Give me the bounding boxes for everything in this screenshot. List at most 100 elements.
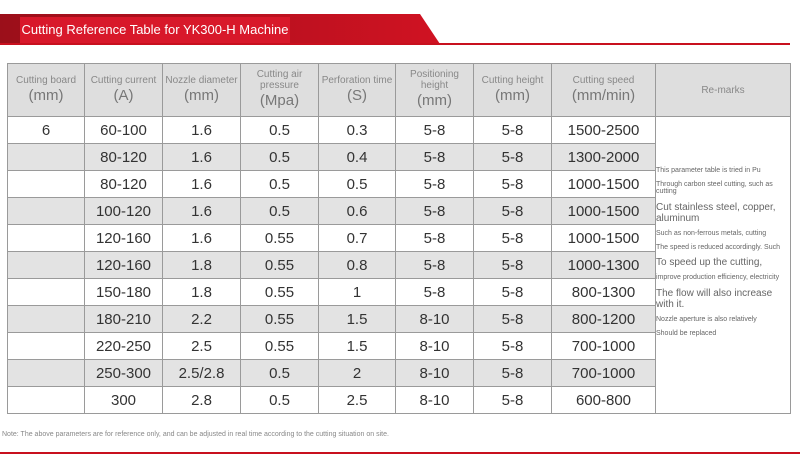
cell: 5-8 — [473, 143, 552, 171]
cell: 100-120 — [84, 197, 163, 225]
cell: 700-1000 — [551, 359, 656, 387]
cell: 600-800 — [551, 386, 656, 414]
cell — [7, 143, 85, 171]
title-box — [20, 17, 290, 43]
cell — [7, 386, 85, 414]
cell: 0.8 — [318, 251, 396, 279]
cell: 0.55 — [240, 251, 319, 279]
remark-line: Nozzle aperture is also relatively — [656, 316, 757, 324]
row: 6 60-100 1.6 0.5 0.3 5-8 5-8 1500-2500 This para… — [7, 116, 791, 414]
cell: 5-8 — [473, 305, 552, 333]
cell: 5-8 — [473, 386, 552, 414]
remark-line: The flow will also increase with it. — [656, 288, 773, 311]
cell: 1300-2000 — [551, 143, 656, 171]
header-unit: (S) — [347, 86, 367, 104]
header-cell: Cutting air pressure (Mpa) — [240, 63, 319, 117]
cell: 5-8 — [473, 224, 552, 252]
title: Cutting Reference Table for YK300-H Mach… — [21, 22, 289, 37]
cell: 150-180 — [84, 278, 163, 306]
cell: 2.8 — [162, 386, 241, 414]
cell: 1.8 — [162, 278, 241, 306]
cell: 120-160 — [84, 251, 163, 279]
remark-line: Through carbon steel cutting, such as cu… — [656, 180, 773, 196]
row: 100-120 1.6 0.5 0.6 5-8 5-8 1000-1500 — [7, 197, 791, 225]
cell: 0.5 — [318, 170, 396, 198]
cell: 5-8 — [473, 278, 552, 306]
header-cell: Positioning height (mm) — [395, 63, 474, 117]
cell: 5-8 — [395, 278, 474, 306]
header-name: Positioning height — [410, 69, 459, 91]
header-cell: Nozzle diameter (mm) — [162, 63, 241, 117]
cell: 220-250 — [84, 332, 163, 360]
cell: 1.6 — [162, 224, 241, 252]
cell: 0.7 — [318, 224, 396, 252]
header-name: Cutting air pressure — [256, 69, 303, 91]
cell: 0.3 — [318, 116, 396, 144]
cell: 800-1300 — [551, 278, 656, 306]
cell: 0.5 — [240, 143, 319, 171]
cell: 5-8 — [473, 332, 552, 360]
cell: 0.6 — [318, 197, 396, 225]
remark-line: Should be replaced — [656, 329, 717, 337]
cell — [7, 305, 85, 333]
header-name: Cutting current — [90, 74, 157, 86]
header-name: Perforation time — [321, 74, 393, 86]
cell: 0.5 — [240, 170, 319, 198]
cell — [7, 197, 85, 225]
cell: 5-8 — [395, 143, 474, 171]
cell: 0.5 — [240, 386, 319, 414]
row: 150-180 1.8 0.55 1 5-8 5-8 800-1300 — [7, 278, 791, 306]
header-cell: Cutting current (A) — [84, 63, 163, 117]
cell: 0.55 — [240, 224, 319, 252]
cell: 5-8 — [473, 170, 552, 198]
cell: 5-8 — [395, 251, 474, 279]
cell: 800-1200 — [551, 305, 656, 333]
cell: 2.5/2.8 — [162, 359, 241, 387]
cell: 5-8 — [395, 224, 474, 252]
cell: 1.6 — [162, 143, 241, 171]
cell: 5-8 — [473, 116, 552, 144]
cell: 1000-1500 — [551, 170, 656, 198]
remarks-cell: This parameter table is tried in Pu Throu… — [655, 116, 791, 414]
cell: 250-300 — [84, 359, 163, 387]
cell: 5-8 — [395, 170, 474, 198]
cell: 2.5 — [318, 386, 396, 414]
row: 220-250 2.5 0.55 1.5 8-10 5-8 700-1000 — [7, 332, 791, 360]
cell: 180-210 — [84, 305, 163, 333]
cell: 8-10 — [395, 359, 474, 387]
cell: 2.2 — [162, 305, 241, 333]
remark-line: This parameter table is tried in Pu — [656, 167, 761, 174]
cell — [7, 278, 85, 306]
header-name: Nozzle diameter — [165, 74, 238, 86]
cell — [7, 332, 85, 360]
cell: 0.4 — [318, 143, 396, 171]
cell: 80-120 — [84, 143, 163, 171]
cell: 5-8 — [473, 197, 552, 225]
cell: 1.6 — [162, 116, 241, 144]
header-unit: (mm) — [184, 86, 219, 104]
header-name: Cutting speed — [572, 74, 635, 86]
remark-line: Cut stainless steel, copper, aluminum — [656, 202, 776, 225]
header-cell: Cutting board (mm) — [7, 63, 85, 117]
note: Note: The above parameters are for refer… — [2, 431, 389, 438]
remark-line: The speed is reduced accordingly. Such — [656, 243, 780, 251]
header-cell: Cutting speed (mm/min) — [551, 63, 656, 117]
header-name: Cutting board — [15, 74, 77, 86]
header-cell: Cutting height (mm) — [473, 63, 552, 117]
remark-line: Such as non-ferrous metals, cutting — [656, 230, 767, 238]
row: 120-160 1.6 0.55 0.7 5-8 5-8 1000-1500 — [7, 224, 791, 252]
cell — [7, 170, 85, 198]
header-unit: (mm) — [417, 92, 452, 109]
header-cell: Re-marks — [655, 63, 791, 117]
row: 80-120 1.6 0.5 0.4 5-8 5-8 1300-2000 — [7, 143, 791, 171]
row: 300 2.8 0.5 2.5 8-10 5-8 600-800 — [7, 386, 791, 414]
cell: 0.5 — [240, 116, 319, 144]
remark-line: To speed up the cutting, — [656, 257, 763, 269]
cell: 1000-1500 — [551, 197, 656, 225]
remark-line: improve production efficiency, electrici… — [656, 274, 780, 282]
header-row: Cutting board (mm) Cutting current (A) Nozzl… — [7, 63, 791, 117]
cell: 0.5 — [240, 359, 319, 387]
cell: 60-100 — [84, 116, 163, 144]
cell: 0.55 — [240, 332, 319, 360]
